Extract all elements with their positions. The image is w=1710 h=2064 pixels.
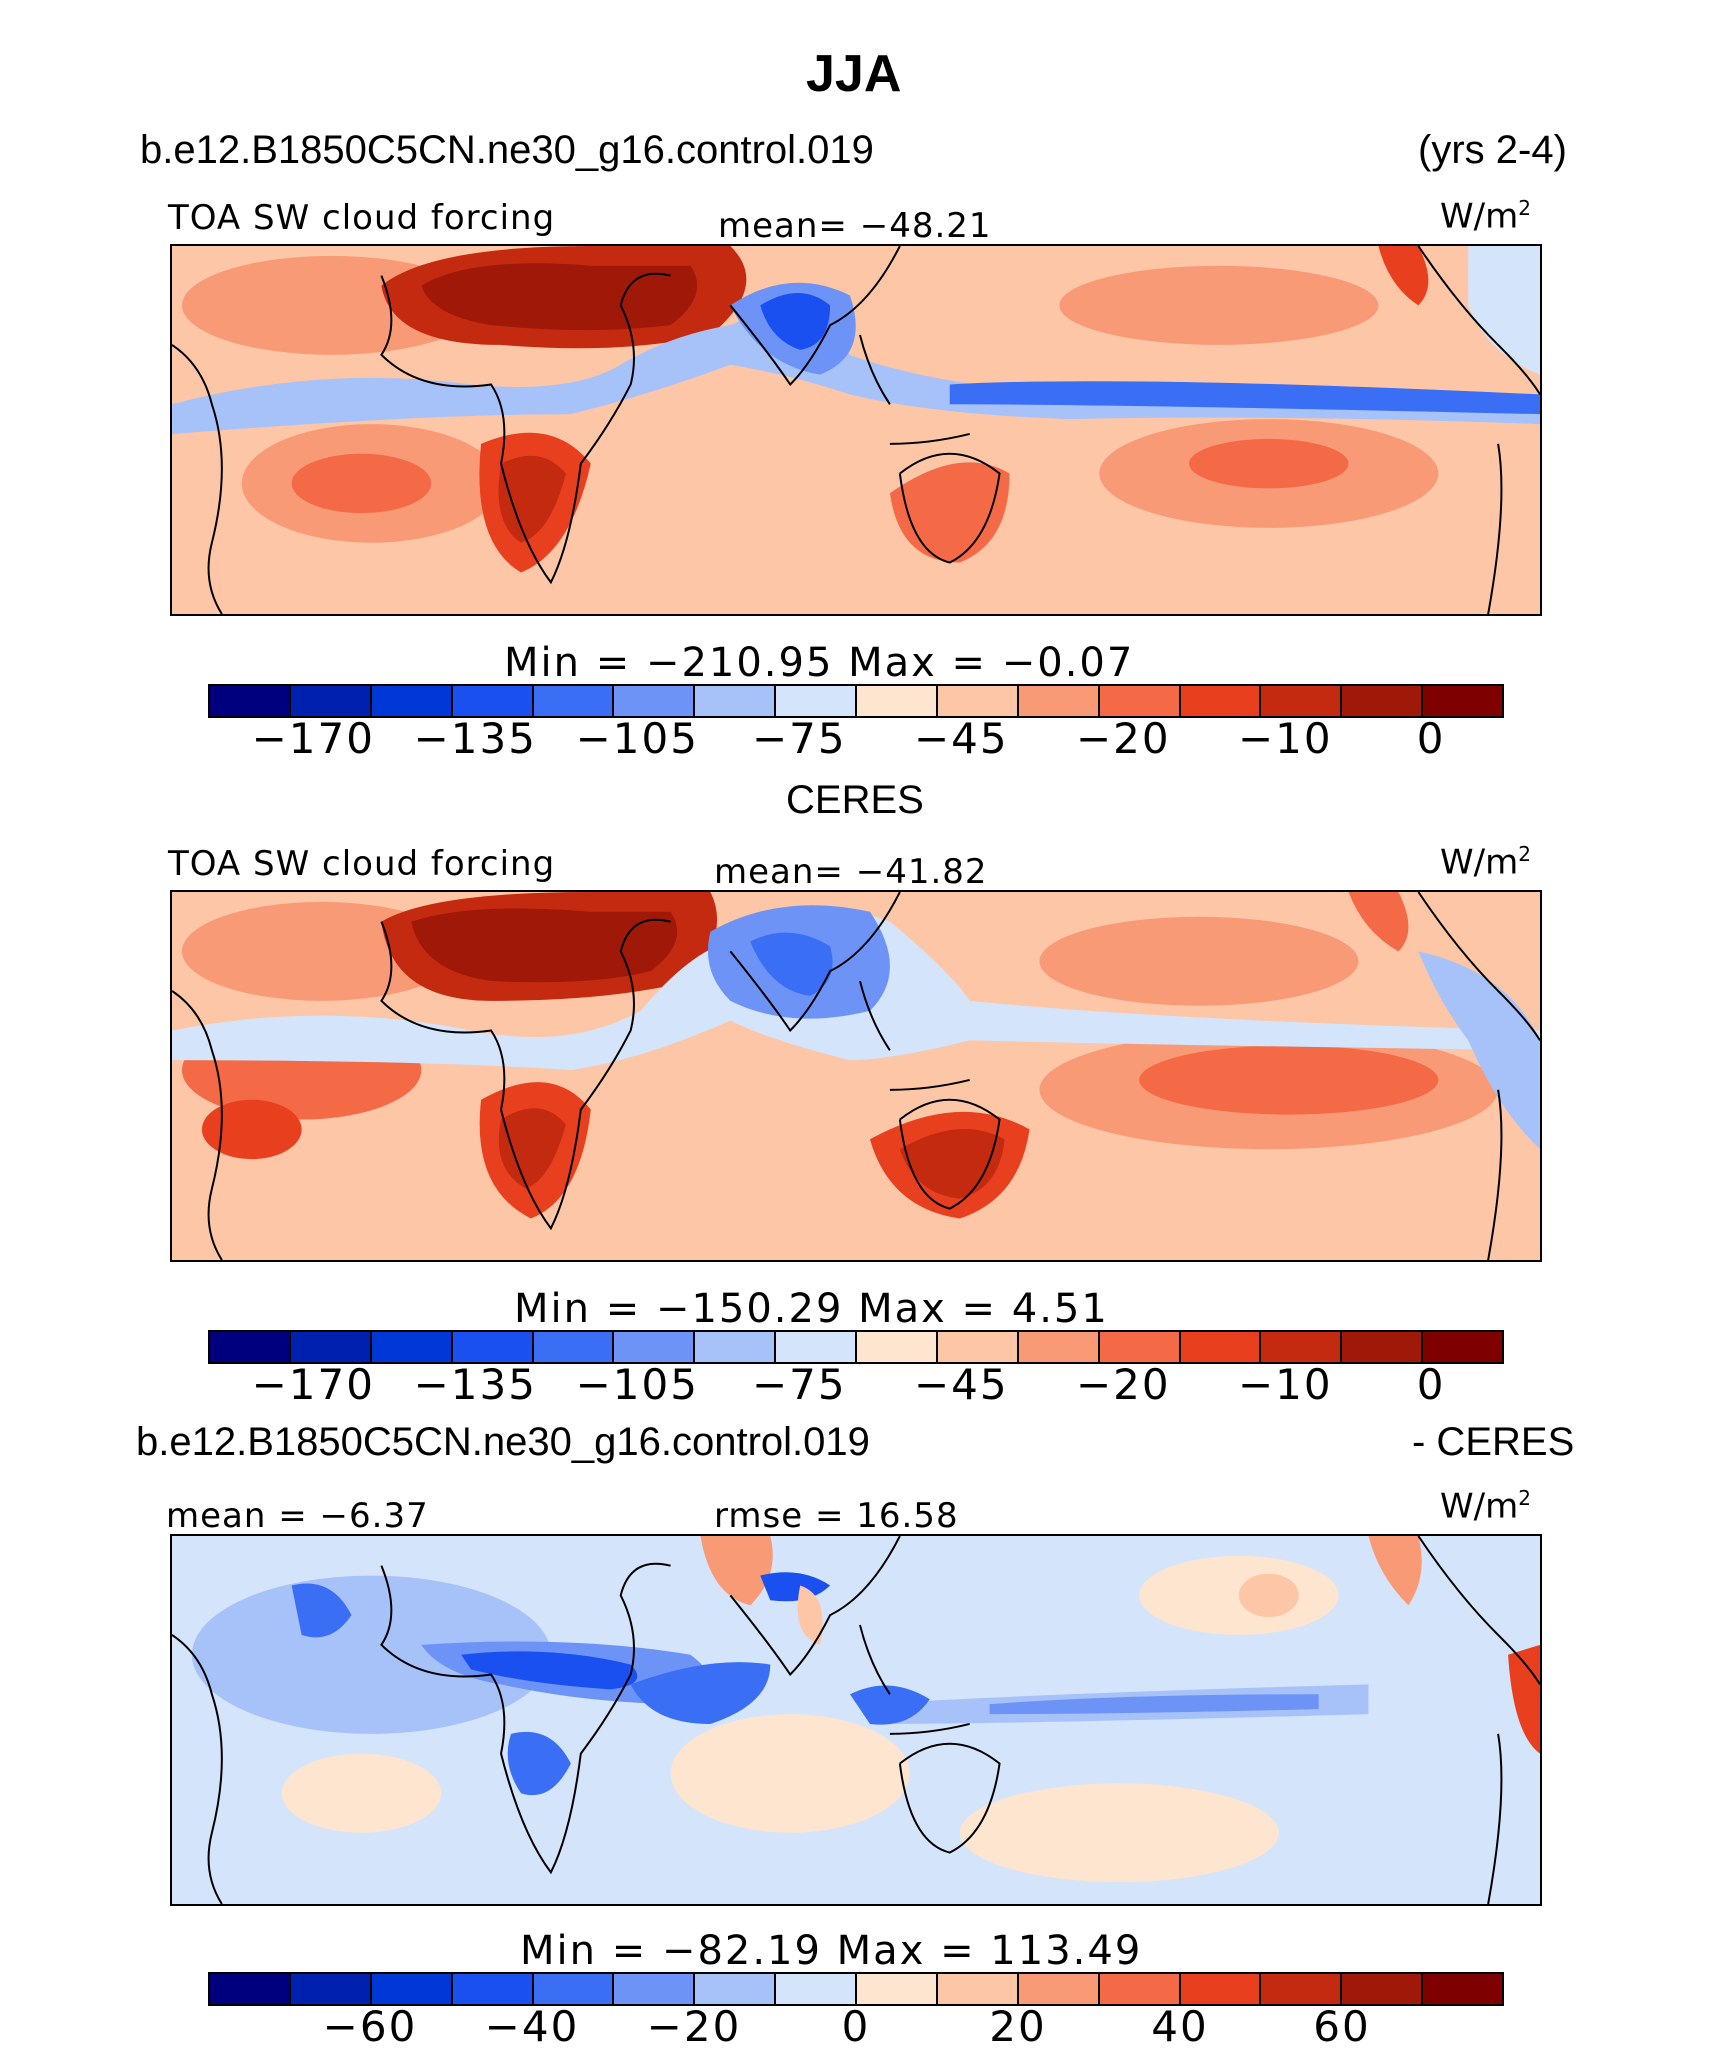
panel1-variable-label: TOA SW cloud forcing bbox=[168, 198, 556, 238]
colorbar-tick-label: −40 bbox=[484, 2002, 580, 2051]
colorbar-swatch bbox=[857, 686, 938, 716]
colorbar-swatch bbox=[1342, 686, 1424, 716]
colorbar-swatch bbox=[371, 1332, 453, 1362]
panel3-case-name: b.e12.B1850C5CN.ne30_g16.control.019 bbox=[136, 1420, 870, 1464]
colorbar-swatch bbox=[1018, 1332, 1100, 1362]
colorbar-swatch bbox=[1261, 1332, 1343, 1362]
panel1-case-name: b.e12.B1850C5CN.ne30_g16.control.019 bbox=[140, 128, 874, 172]
colorbar-tick-label: −45 bbox=[913, 1360, 1009, 1409]
panel1-years: (yrs 2-4) bbox=[1418, 128, 1567, 172]
colorbar-tick-label: −10 bbox=[1237, 1360, 1333, 1409]
colorbar-tick-label: −105 bbox=[575, 1360, 699, 1409]
colorbar-swatch bbox=[857, 1332, 938, 1362]
colorbar-swatch bbox=[1018, 686, 1100, 716]
colorbar-tick-label: 0 bbox=[1416, 1360, 1446, 1409]
colorbar-swatch bbox=[1342, 1332, 1424, 1362]
colorbar-swatch bbox=[614, 1974, 696, 2004]
colorbar-swatch bbox=[371, 686, 453, 716]
colorbar-swatch bbox=[290, 686, 372, 716]
colorbar-tick-label: −75 bbox=[751, 714, 847, 763]
colorbar-swatch bbox=[776, 686, 857, 716]
panel1-mean-label: mean= −48.21 bbox=[718, 206, 992, 246]
colorbar-swatch bbox=[290, 1332, 372, 1362]
colorbar-swatch bbox=[1423, 1974, 1502, 2004]
colorbar-swatch bbox=[1261, 686, 1343, 716]
colorbar-swatch bbox=[776, 1974, 857, 2004]
colorbar-swatch bbox=[1423, 686, 1502, 716]
panel3-mean-label: mean = −6.37 bbox=[166, 1496, 429, 1536]
colorbar-swatch bbox=[1342, 1974, 1424, 2004]
colorbar-swatch bbox=[937, 1332, 1019, 1362]
figure-title: JJA bbox=[806, 45, 902, 103]
panel1-map bbox=[170, 244, 1542, 616]
panel2-header: CERES bbox=[786, 778, 924, 822]
panel2-units: W/m2 bbox=[1440, 842, 1531, 883]
colorbar-swatch bbox=[614, 686, 696, 716]
colorbar-tick-label: −135 bbox=[413, 1360, 537, 1409]
colorbar-tick-label: −75 bbox=[751, 1360, 847, 1409]
colorbar-swatch bbox=[452, 1332, 534, 1362]
colorbar-tick-label: −20 bbox=[1075, 714, 1171, 763]
panel2-variable-label: TOA SW cloud forcing bbox=[168, 844, 556, 884]
colorbar-swatch bbox=[533, 686, 615, 716]
colorbar-swatch bbox=[937, 686, 1019, 716]
colorbar-swatch bbox=[1180, 1974, 1262, 2004]
colorbar-tick-label: −20 bbox=[646, 2002, 742, 2051]
colorbar-tick-label: −45 bbox=[913, 714, 1009, 763]
colorbar-swatch bbox=[371, 1974, 453, 2004]
panel1-colorbar bbox=[208, 684, 1504, 718]
colorbar-tick-label: −20 bbox=[1075, 1360, 1171, 1409]
colorbar-swatch bbox=[776, 1332, 857, 1362]
colorbar-tick-label: 0 bbox=[1416, 714, 1446, 763]
panel1-units: W/m2 bbox=[1440, 196, 1531, 237]
colorbar-tick-label: −135 bbox=[413, 714, 537, 763]
colorbar-swatch bbox=[1261, 1974, 1343, 2004]
colorbar-swatch bbox=[1099, 1332, 1181, 1362]
colorbar-tick-label: 0 bbox=[841, 2002, 871, 2051]
colorbar-swatch bbox=[452, 1974, 534, 2004]
colorbar-swatch bbox=[857, 1974, 938, 2004]
colorbar-swatch bbox=[210, 1332, 291, 1362]
colorbar-tick-label: −105 bbox=[575, 714, 699, 763]
colorbar-swatch bbox=[210, 686, 291, 716]
colorbar-swatch bbox=[695, 1974, 777, 2004]
colorbar-swatch bbox=[1423, 1332, 1502, 1362]
panel2-colorbar bbox=[208, 1330, 1504, 1364]
colorbar-tick-label: −60 bbox=[322, 2002, 418, 2051]
panel1-min-max: Min = −210.95 Max = −0.07 bbox=[504, 640, 1135, 686]
colorbar-swatch bbox=[533, 1332, 615, 1362]
colorbar-swatch bbox=[533, 1974, 615, 2004]
colorbar-swatch bbox=[1180, 686, 1262, 716]
panel3-map bbox=[170, 1534, 1542, 1906]
colorbar-swatch bbox=[210, 1974, 291, 2004]
colorbar-swatch bbox=[290, 1974, 372, 2004]
colorbar-tick-label: −10 bbox=[1237, 714, 1333, 763]
colorbar-tick-label: 20 bbox=[989, 2002, 1047, 2051]
colorbar-tick-label: 40 bbox=[1151, 2002, 1209, 2051]
panel2-map bbox=[170, 890, 1542, 1262]
panel2-min-max: Min = −150.29 Max = 4.51 bbox=[514, 1286, 1109, 1332]
colorbar-swatch bbox=[1018, 1974, 1100, 2004]
panel3-rmse-label: rmse = 16.58 bbox=[714, 1496, 959, 1536]
panel2-mean-label: mean= −41.82 bbox=[714, 852, 988, 892]
panel3-minus-label: - CERES bbox=[1412, 1420, 1575, 1464]
colorbar-swatch bbox=[695, 686, 777, 716]
colorbar-swatch bbox=[1099, 686, 1181, 716]
colorbar-swatch bbox=[937, 1974, 1019, 2004]
panel3-colorbar bbox=[208, 1972, 1504, 2006]
colorbar-swatch bbox=[1180, 1332, 1262, 1362]
colorbar-swatch bbox=[614, 1332, 696, 1362]
colorbar-tick-label: 60 bbox=[1313, 2002, 1371, 2051]
panel3-min-max: Min = −82.19 Max = 113.49 bbox=[520, 1928, 1143, 1974]
colorbar-swatch bbox=[1099, 1974, 1181, 2004]
colorbar-swatch bbox=[452, 686, 534, 716]
colorbar-tick-label: −170 bbox=[251, 1360, 375, 1409]
colorbar-tick-label: −170 bbox=[251, 714, 375, 763]
colorbar-swatch bbox=[695, 1332, 777, 1362]
panel3-units: W/m2 bbox=[1440, 1486, 1531, 1527]
